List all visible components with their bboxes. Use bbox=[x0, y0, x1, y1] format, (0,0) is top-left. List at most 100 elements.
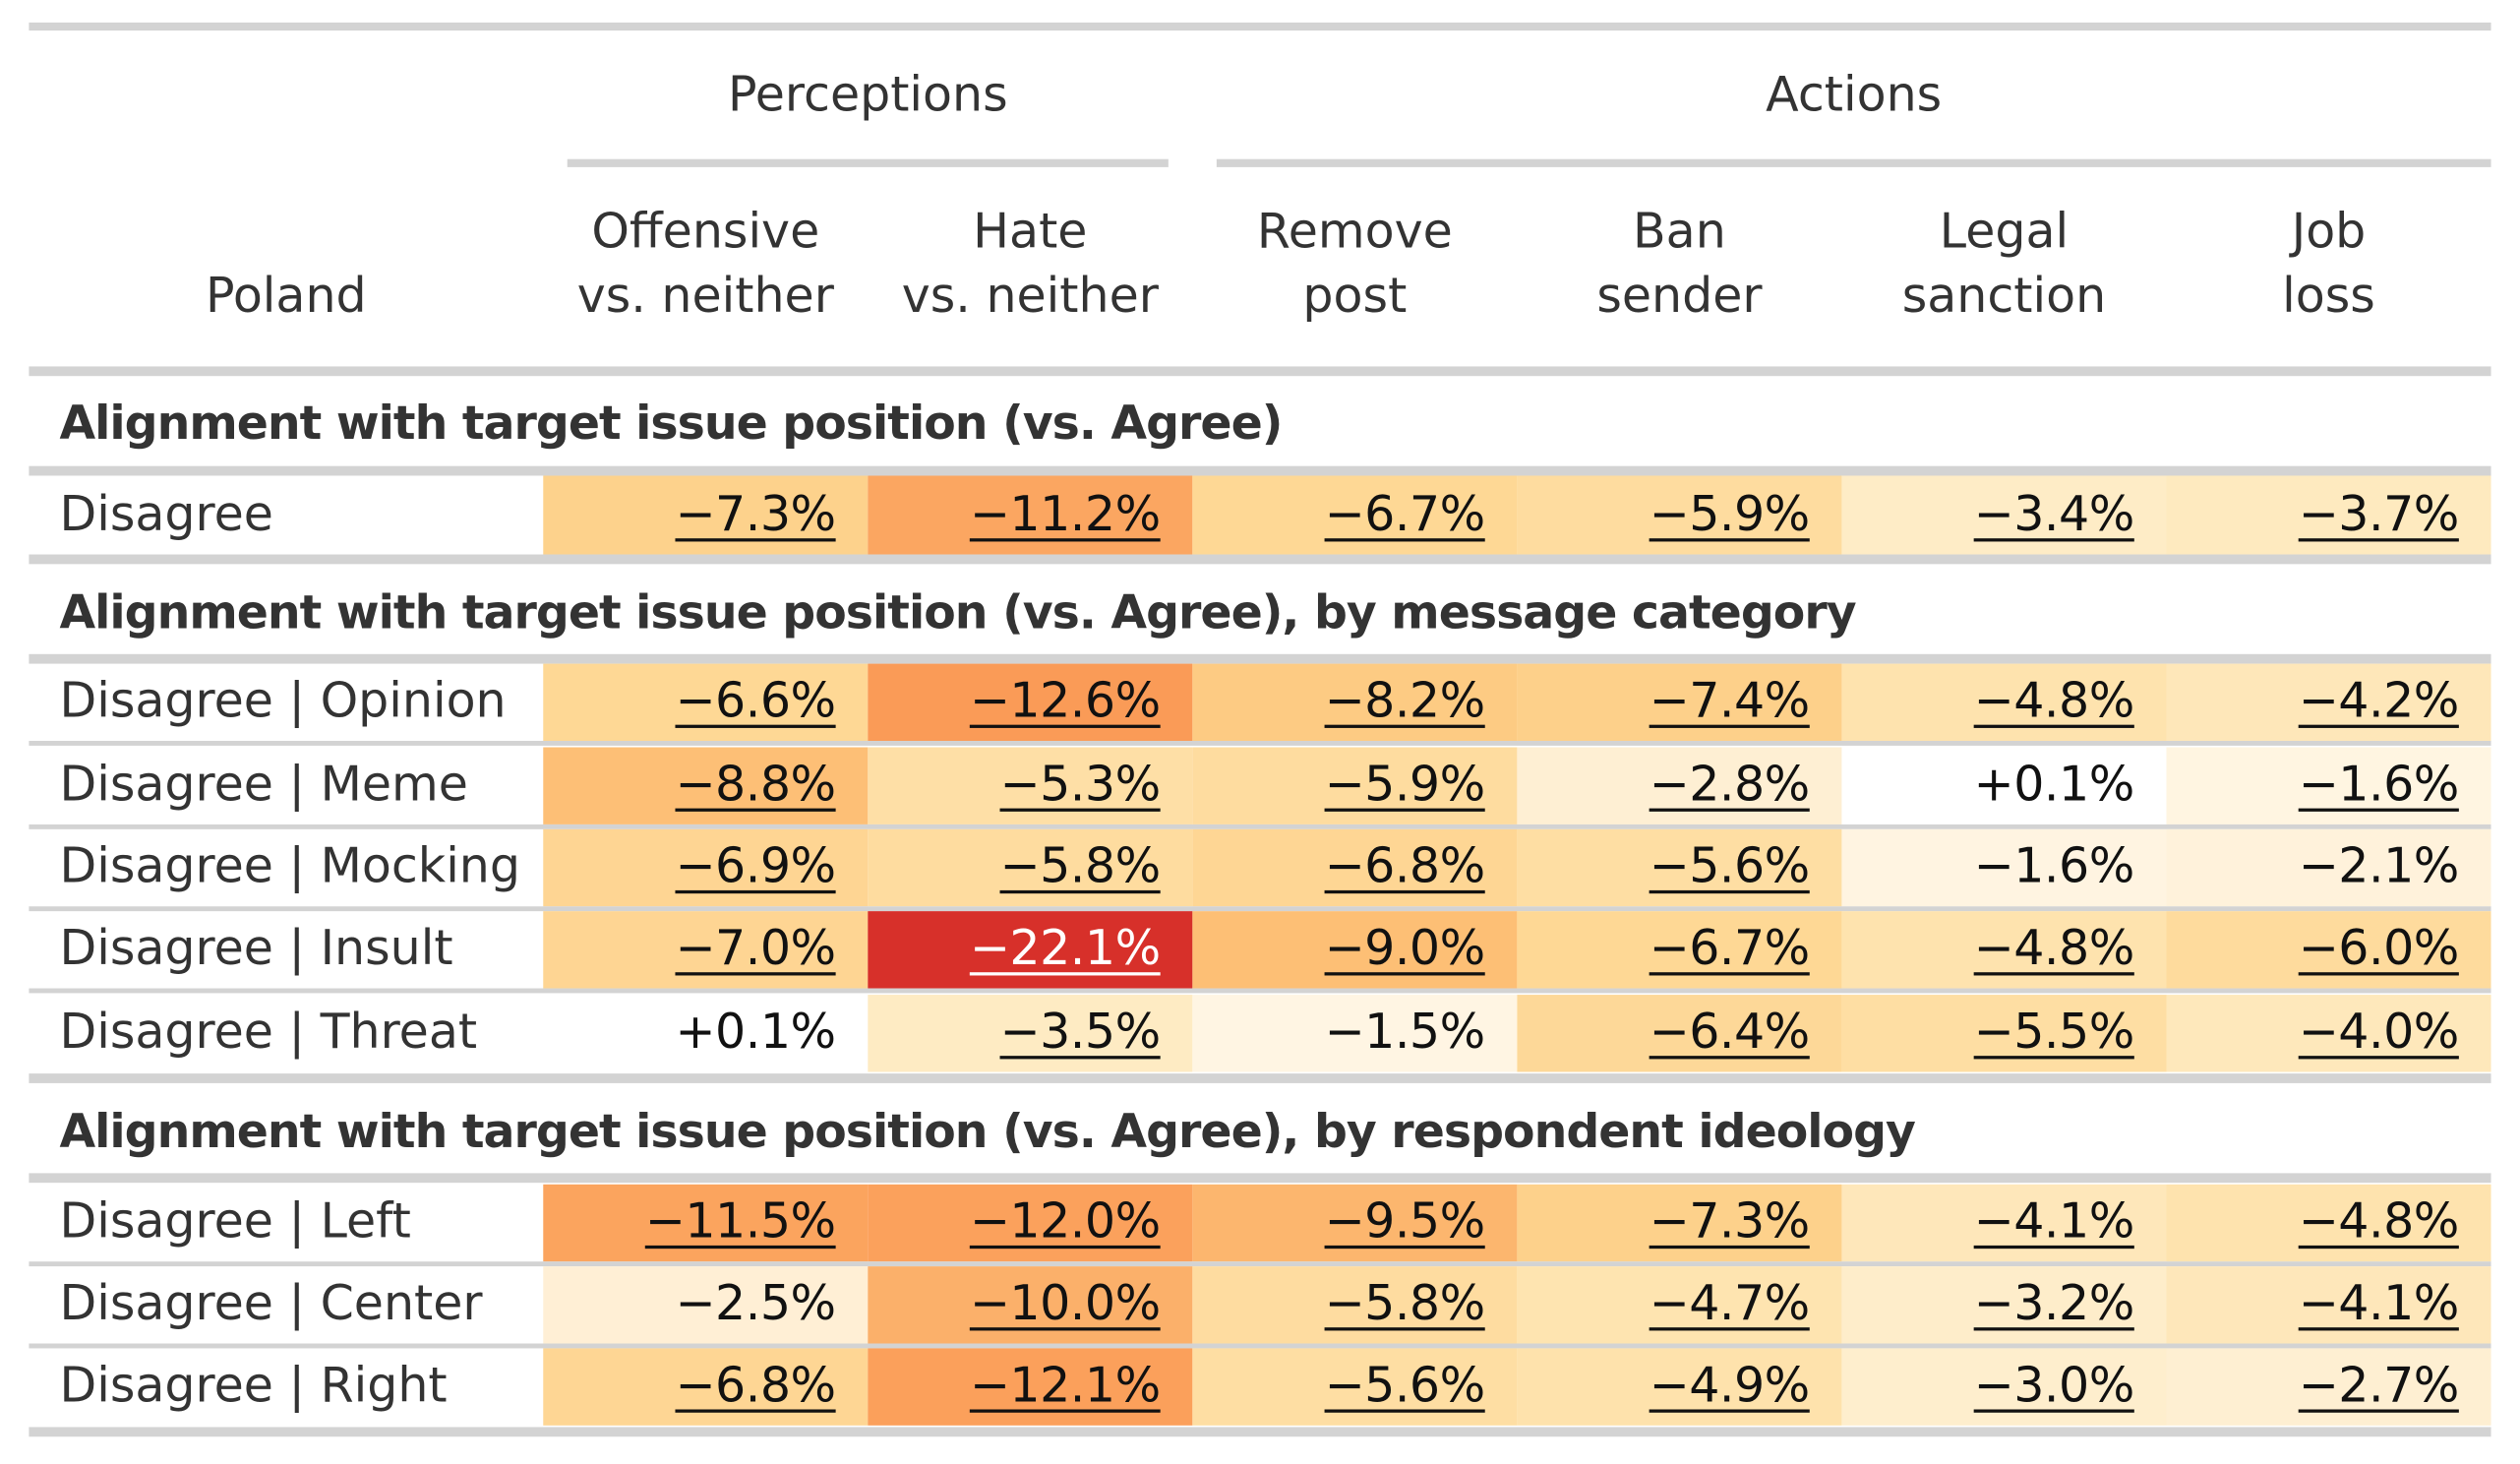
table-cell: +0.1% bbox=[543, 995, 869, 1072]
group-top-rule bbox=[29, 1173, 2491, 1184]
cell-value: −6.0% bbox=[2298, 920, 2460, 978]
column-header-line: sender bbox=[1596, 268, 1763, 325]
row-separator bbox=[29, 1343, 2491, 1349]
table-cell: −9.5% bbox=[1192, 1184, 1518, 1262]
row-label: Disagree | Threat bbox=[59, 1004, 478, 1062]
cell-value: −9.5% bbox=[1324, 1193, 1486, 1250]
cell-value: −4.1% bbox=[2298, 1275, 2460, 1333]
cell-value: −2.8% bbox=[1649, 757, 1811, 814]
table-cell: −6.8% bbox=[1192, 828, 1518, 907]
cell-value: −2.7% bbox=[2298, 1358, 2460, 1415]
table-cell: −5.8% bbox=[1192, 1266, 1518, 1344]
table-cell: −11.5% bbox=[543, 1184, 869, 1262]
table-cell: −7.4% bbox=[1517, 663, 1842, 741]
cell-value: −6.9% bbox=[675, 838, 836, 895]
table-cell: −5.8% bbox=[868, 828, 1193, 907]
group-top-rule bbox=[29, 653, 2491, 664]
row-separator bbox=[29, 1261, 2491, 1267]
cell-value: +0.1% bbox=[1973, 757, 2135, 814]
cell-value: −12.6% bbox=[969, 673, 1161, 730]
column-header-hate: Hate vs. neither bbox=[868, 201, 1192, 330]
row-label: Disagree | Mocking bbox=[59, 838, 521, 895]
row-label: Disagree | Opinion bbox=[59, 673, 507, 730]
table-cell: −12.0% bbox=[868, 1184, 1193, 1262]
spanner-perceptions: Perceptions bbox=[727, 67, 1008, 124]
spanner-actions: Actions bbox=[1766, 67, 1943, 124]
bottom-rule bbox=[29, 1427, 2491, 1437]
row-label: Disagree | Meme bbox=[59, 757, 468, 814]
cell-value: −6.7% bbox=[1324, 486, 1486, 544]
column-header-ban-sender: Ban sender bbox=[1517, 201, 1841, 330]
cell-value: +0.1% bbox=[675, 1004, 836, 1062]
table-cell: −1.5% bbox=[1192, 995, 1518, 1072]
table-cell: −2.1% bbox=[2166, 828, 2491, 907]
table-cell: +0.1% bbox=[1841, 747, 2167, 824]
table-cell: −4.8% bbox=[2166, 1184, 2491, 1262]
table-cell: −3.7% bbox=[2166, 475, 2491, 555]
cell-value: −4.0% bbox=[2298, 1004, 2460, 1062]
table-cell: −3.2% bbox=[1841, 1266, 2167, 1344]
column-header-line: loss bbox=[2282, 268, 2375, 325]
cell-value: −8.2% bbox=[1324, 673, 1486, 730]
cell-value: −3.7% bbox=[2298, 486, 2460, 544]
cell-value: −7.0% bbox=[675, 920, 836, 978]
row-label: Disagree | Insult bbox=[59, 920, 453, 978]
table-cell: −5.9% bbox=[1192, 747, 1518, 824]
cell-value: −5.3% bbox=[999, 757, 1162, 814]
cell-value: −4.8% bbox=[1973, 920, 2135, 978]
table-cell: −4.2% bbox=[2166, 663, 2491, 741]
cell-value: −7.3% bbox=[675, 486, 836, 544]
column-header-offensive: Offensive vs. neither bbox=[543, 201, 868, 330]
group-title: Alignment with target issue position (vs… bbox=[59, 1104, 1915, 1159]
cell-value: −3.2% bbox=[1973, 1275, 2135, 1333]
cell-value: −8.8% bbox=[675, 757, 836, 814]
cell-value: −1.5% bbox=[1324, 1004, 1486, 1062]
table-cell: −8.8% bbox=[543, 747, 869, 824]
table-cell: −5.6% bbox=[1192, 1348, 1518, 1426]
group-bottom-rule bbox=[29, 1073, 2491, 1083]
table-cell: −1.6% bbox=[2166, 747, 2491, 824]
cell-value: −6.6% bbox=[675, 673, 836, 730]
table-cell: −6.4% bbox=[1517, 995, 1842, 1072]
column-header-line: Legal bbox=[1939, 204, 2070, 261]
row-separator bbox=[29, 740, 2491, 746]
cell-value: −6.8% bbox=[1324, 838, 1486, 895]
cell-value: −1.6% bbox=[1973, 838, 2135, 895]
row-label: Disagree | Center bbox=[59, 1275, 483, 1333]
table-cell: −8.2% bbox=[1192, 663, 1518, 741]
table-cell: −3.0% bbox=[1841, 1348, 2167, 1426]
cell-value: −12.0% bbox=[969, 1193, 1161, 1250]
cell-value: −5.8% bbox=[1324, 1275, 1486, 1333]
cell-value: −5.8% bbox=[999, 838, 1162, 895]
table-cell: −22.1% bbox=[868, 911, 1193, 989]
cell-value: −6.7% bbox=[1649, 920, 1811, 978]
row-separator bbox=[29, 988, 2491, 994]
column-header-line: Offensive bbox=[591, 204, 820, 261]
column-header-line: post bbox=[1302, 268, 1408, 325]
stub-header: Poland bbox=[206, 268, 367, 325]
column-header-line: Remove bbox=[1256, 204, 1453, 261]
column-header-legal-sanction: Legal sanction bbox=[1841, 201, 2166, 330]
cell-value: −6.8% bbox=[675, 1358, 836, 1415]
table-cell: −7.3% bbox=[1517, 1184, 1842, 1262]
cell-value: −7.3% bbox=[1649, 1193, 1811, 1250]
table-cell: −6.0% bbox=[2166, 911, 2491, 989]
cell-value: −22.1% bbox=[969, 920, 1161, 978]
column-header-job-loss: Job loss bbox=[2166, 201, 2490, 330]
row-label: Disagree | Left bbox=[59, 1193, 411, 1250]
cell-value: −4.9% bbox=[1649, 1358, 1811, 1415]
column-header-line: vs. neither bbox=[901, 268, 1159, 325]
spanner-perceptions-rule bbox=[567, 158, 1169, 167]
table-cell: −4.7% bbox=[1517, 1266, 1842, 1344]
cell-value: −5.6% bbox=[1324, 1358, 1486, 1415]
column-header-line: sanction bbox=[1901, 268, 2107, 325]
cell-value: −4.8% bbox=[2298, 1193, 2460, 1250]
row-label: Disagree | Right bbox=[59, 1358, 448, 1415]
cell-value: −1.6% bbox=[2298, 757, 2460, 814]
table-cell: −6.6% bbox=[543, 663, 869, 741]
cell-value: −5.9% bbox=[1324, 757, 1486, 814]
table-cell: −6.9% bbox=[543, 828, 869, 907]
table-cell: −12.1% bbox=[868, 1348, 1193, 1426]
cell-value: −2.5% bbox=[675, 1275, 836, 1333]
